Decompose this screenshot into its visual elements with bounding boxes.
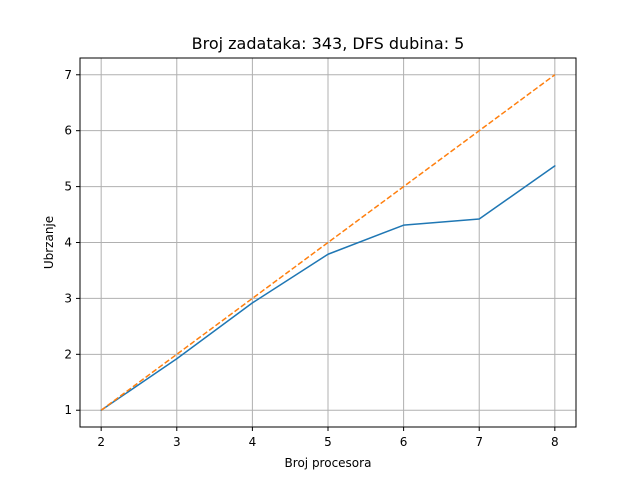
y-axis-label: Ubrzanje: [42, 216, 56, 269]
x-tick-label: 4: [249, 435, 257, 449]
y-tick-label: 2: [64, 347, 72, 361]
x-tick-label: 3: [173, 435, 181, 449]
x-tick-label: 2: [97, 435, 105, 449]
y-tick-label: 6: [64, 124, 72, 138]
chart-title: Broj zadataka: 343, DFS dubina: 5: [192, 34, 465, 53]
y-tick-label: 3: [64, 291, 72, 305]
series-group: [100, 74, 556, 411]
x-axis: 2 3 4 5 6 7 8: [97, 427, 559, 449]
x-tick-label: 6: [400, 435, 408, 449]
y-tick-label: 1: [64, 403, 72, 417]
grid: [80, 58, 576, 427]
y-tick-label: 7: [64, 68, 72, 82]
y-tick-label: 4: [64, 236, 72, 250]
x-axis-label: Broj procesora: [285, 456, 372, 470]
x-tick-label: 7: [475, 435, 483, 449]
y-tick-label: 5: [64, 180, 72, 194]
y-axis: 1 2 3 4 5 6 7: [64, 68, 80, 417]
x-tick-label: 5: [324, 435, 332, 449]
x-tick-label: 8: [551, 435, 559, 449]
